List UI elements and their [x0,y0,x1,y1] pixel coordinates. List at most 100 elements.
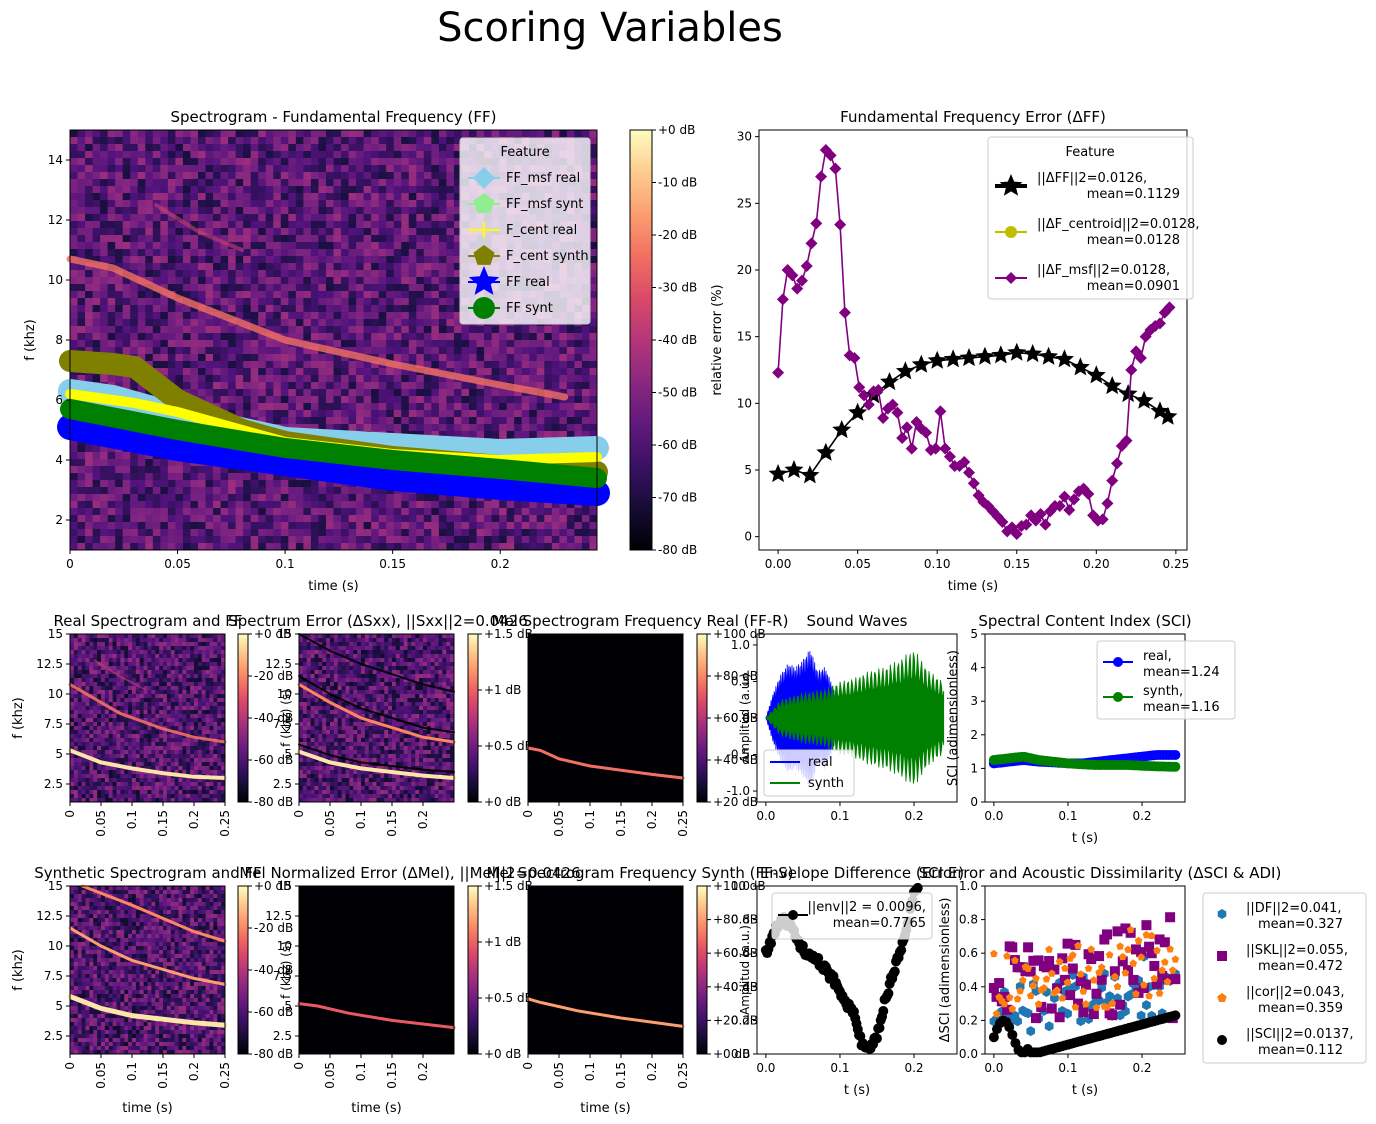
spectrogram-cell [228,137,237,145]
spectrogram-cell [77,326,86,334]
spectrogram-cell [363,340,372,348]
spectrogram-cell [122,340,131,348]
spectrogram-cell [544,543,553,551]
spectrogram-cell [295,368,304,376]
spectrogram-cell [566,536,575,544]
spectrogram-cell [182,529,191,537]
ff-error-point [1102,376,1122,395]
spectrogram-cell [258,396,267,404]
spectrogram-cell [295,249,304,257]
spectrogram-cell [529,130,538,138]
spectrogram-cell [228,382,237,390]
spectrogram-cell [250,242,259,250]
spectrogram-cell [288,249,297,257]
spectrogram-cell [70,529,79,537]
ff-error-legend-entry: mean=0.1129 [1087,187,1180,202]
spectrogram-cell [416,312,425,320]
spectrogram-cell [536,522,545,530]
spectrogram-cell [220,165,229,173]
heatmap-cell [101,690,106,695]
spectrogram-cell [213,480,222,488]
spectrogram-cell [280,144,289,152]
spectrogram-cell [378,165,387,173]
spectrogram-cell [77,270,86,278]
spectrogram-cell [190,536,199,544]
spectrogram-cell [514,424,523,432]
spectrogram-cell [152,172,161,180]
spectrogram-cell [243,508,252,516]
spectrogram-cell [100,186,109,194]
spectrogram-cell [190,256,199,264]
spectrogram-cell [122,515,131,523]
spectrogram-cell [461,347,470,355]
ff-error-point [967,477,980,490]
heatmap-cell [116,654,121,659]
spectrogram-cell [386,354,395,362]
spectrogram-cell [175,501,184,509]
spectrogram-cell [446,410,455,418]
spectrogram-cell [431,263,440,271]
spectrogram-cell [250,158,259,166]
spectrogram-cell [378,375,387,383]
spectrogram-cell [70,228,79,236]
spectrogram-cell [77,333,86,341]
heatmap-cell [85,782,90,787]
spectrogram-cell [348,193,357,201]
spectrogram-cell [115,347,124,355]
spectrogram-cell [235,508,244,516]
spectrogram-cell [303,200,312,208]
heatmap-cell [70,754,75,759]
heatmap-cell [120,658,125,663]
heatmap-cell [73,786,79,791]
spectrogram-cell [363,242,372,250]
spectrogram-cell [190,137,199,145]
spectrogram-cell [295,158,304,166]
spectrogram-cell [77,186,86,194]
spectrogram-cell [250,368,259,376]
heatmap-cell [85,666,90,671]
spectrogram-cell [551,354,560,362]
spectrogram-cell [258,130,267,138]
spectrogram-cell [190,333,199,341]
spectrogram-cell [386,137,395,145]
spectrogram-cell [273,543,282,551]
spectrogram-cell [333,200,342,208]
spectrogram-cell [363,347,372,355]
spectrogram-cell [431,375,440,383]
heatmap-cell [77,766,83,771]
spectrogram-cell [589,543,598,551]
spectrogram-cell [310,319,319,327]
heatmap-cell [77,794,83,799]
spectrogram-cell [288,284,297,292]
spectrogram-cell [469,354,478,362]
heatmap-cell [101,694,106,699]
spectrogram-cell [446,151,455,159]
spectrogram-cell [318,186,327,194]
heatmap-cell [93,754,98,759]
spectrogram-cell [408,291,417,299]
spectrogram-cell [280,130,289,138]
spectrogram-cell [130,298,139,306]
spectrogram-cell [273,270,282,278]
heatmap-cell [73,642,79,647]
spectrogram-cell [228,284,237,292]
spectrogram-cell [303,368,312,376]
spectrogram-cell [243,480,252,488]
ff-error-point [1068,493,1081,506]
spectrogram-cell [544,326,553,334]
heatmap-cell [89,638,94,643]
ff-error-point [996,516,1009,528]
spectrogram-cell [85,508,94,516]
spectrogram-cell [393,200,402,208]
spectrogram-cell [461,417,470,425]
spectrogram-cell [77,277,86,285]
spectrogram-cell [265,410,274,418]
spectrogram-cell [190,144,199,152]
spectrogram-cell [288,319,297,327]
heatmap-cell [120,666,125,671]
spectrogram-cell [356,221,365,229]
spectrogram-cell [167,473,176,481]
ff-error-point [816,442,836,461]
spectrogram-cell [499,130,508,138]
spectrogram-cell [423,389,432,397]
